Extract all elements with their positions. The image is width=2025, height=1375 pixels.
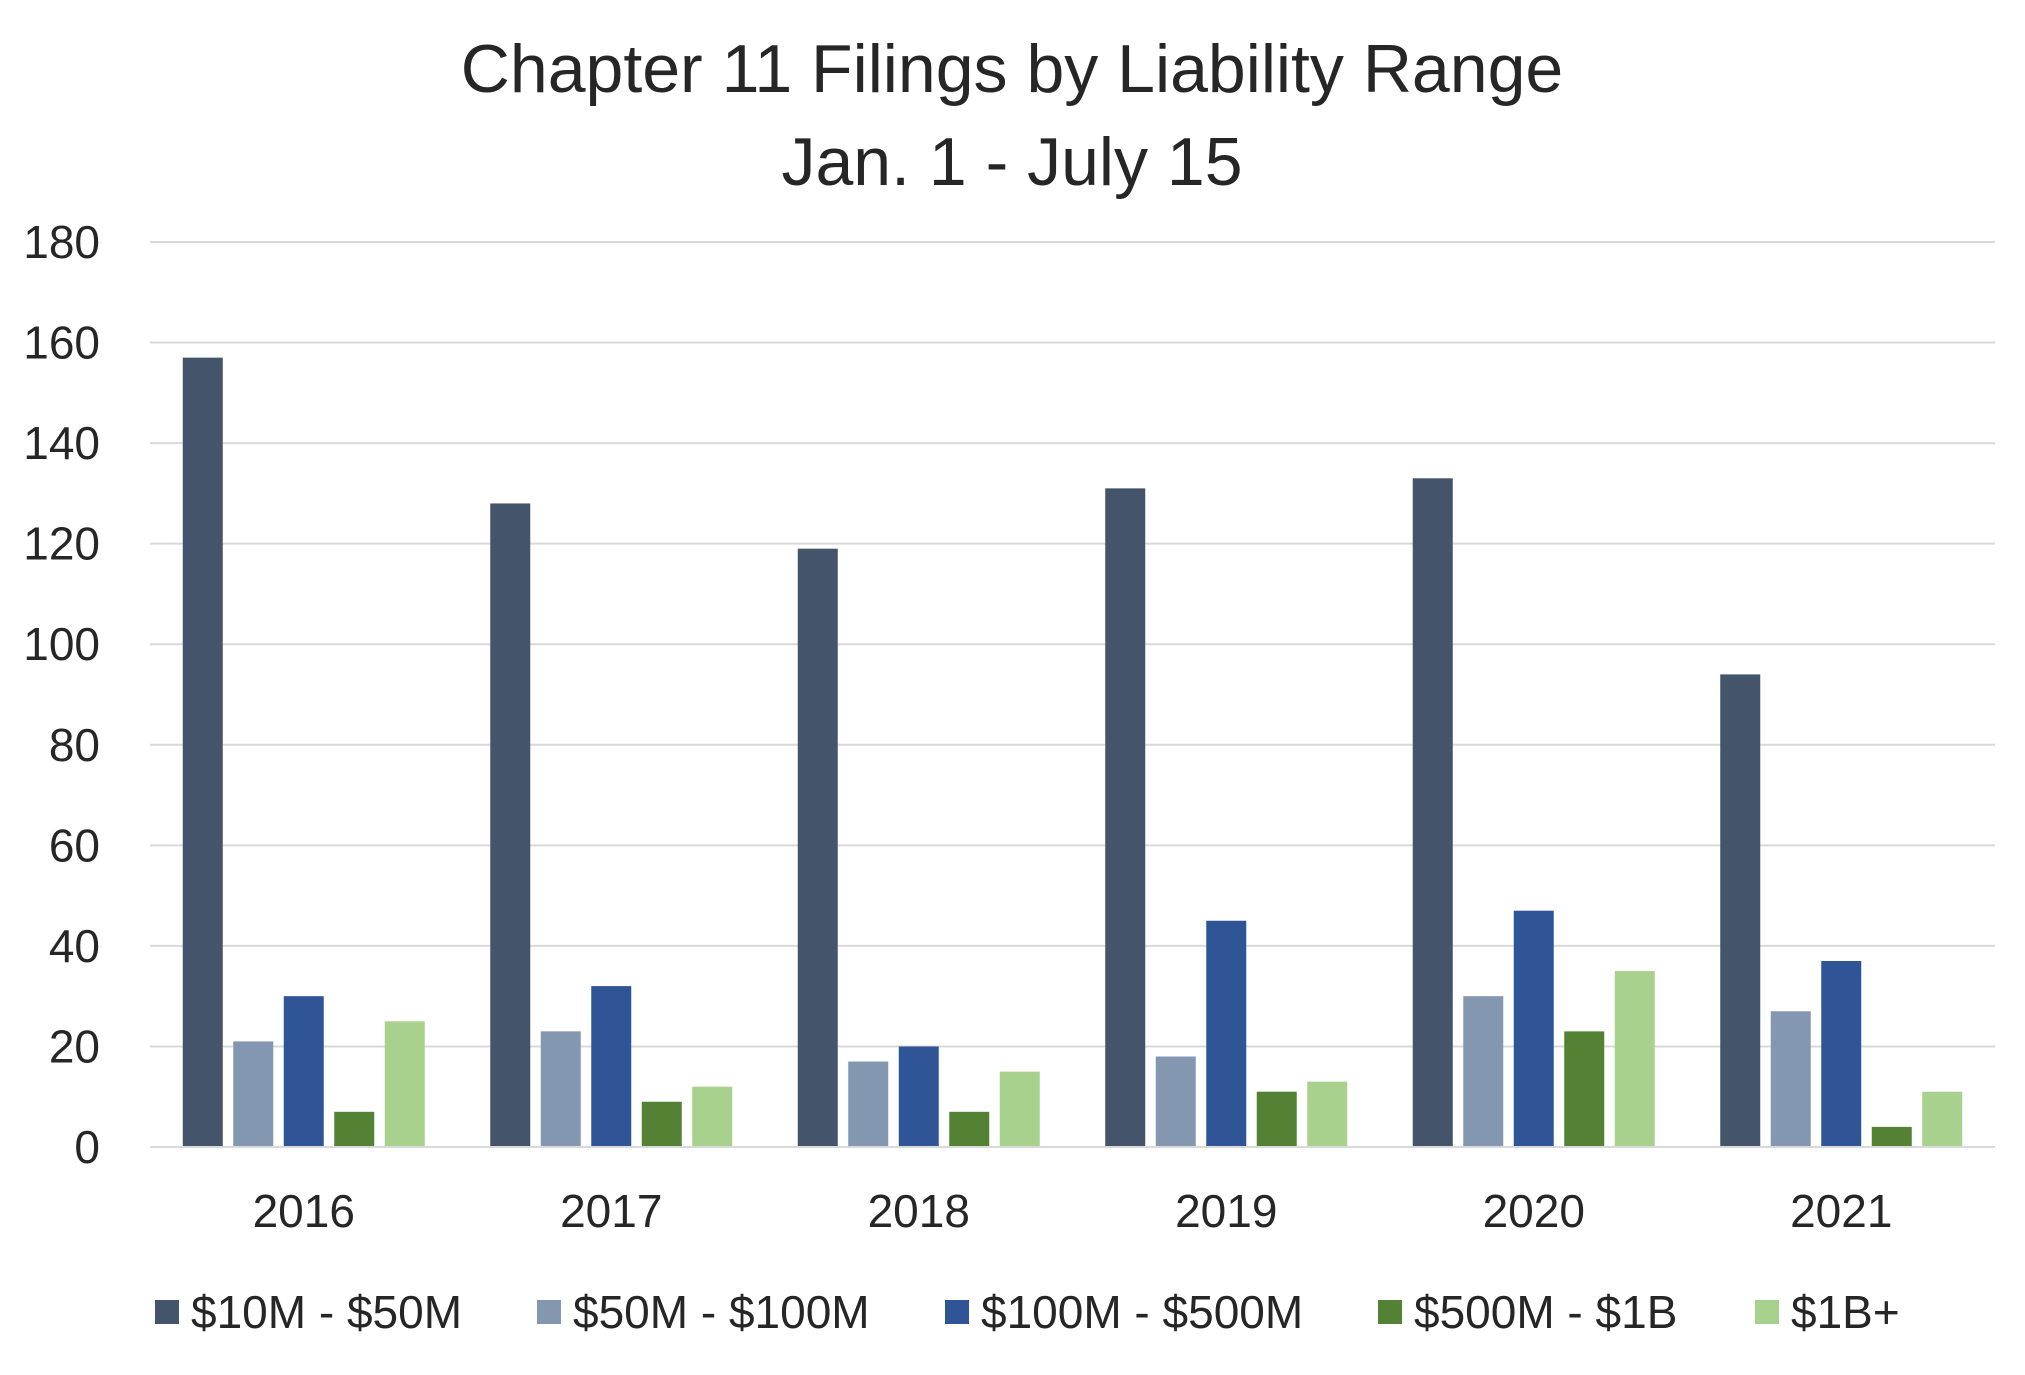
bar-2019-series-5 (1307, 1081, 1348, 1147)
legend-label: $1B+ (1791, 1286, 1900, 1338)
bar-2021-series-4 (1871, 1126, 1912, 1147)
y-tick-label: 160 (23, 317, 100, 369)
bar-2018-series-4 (949, 1111, 990, 1147)
bar-2018-series-1 (797, 548, 838, 1147)
bar-2020-series-4 (1564, 1031, 1605, 1147)
y-axis: 0 20 40 60 80 100 120 140 160 180 (23, 216, 100, 1173)
x-tick-label: 2020 (1483, 1185, 1585, 1237)
y-tick-label: 120 (23, 518, 100, 570)
y-tick-label: 140 (23, 417, 100, 469)
bar-2017-series-3 (591, 986, 632, 1147)
bar-2017-series-1 (490, 503, 531, 1147)
chart-subtitle: Jan. 1 - July 15 (781, 124, 1242, 200)
bar-2018-series-2 (848, 1061, 889, 1147)
bar-2021-series-3 (1821, 960, 1862, 1147)
bar-2020-series-5 (1614, 971, 1655, 1147)
bar-2018-series-5 (999, 1071, 1040, 1147)
bar-2017-series-2 (540, 1031, 581, 1147)
legend-label: $50M - $100M (573, 1286, 870, 1338)
y-tick-label: 0 (74, 1121, 100, 1173)
bar-2021-series-2 (1770, 1011, 1811, 1147)
legend-swatch (155, 1300, 179, 1324)
bars (182, 357, 1963, 1148)
bar-2017-series-4 (641, 1101, 682, 1147)
legend-swatch (945, 1300, 969, 1324)
bar-2016-series-2 (233, 1041, 274, 1147)
bar-2019-series-2 (1155, 1056, 1196, 1147)
bar-2016-series-1 (182, 357, 223, 1147)
bar-2020-series-3 (1513, 910, 1554, 1147)
bar-2021-series-1 (1720, 674, 1761, 1147)
bar-2021-series-5 (1922, 1091, 1963, 1147)
x-tick-label: 2016 (253, 1185, 355, 1237)
gridlines (150, 241, 1995, 1048)
x-tick-label: 2021 (1790, 1185, 1892, 1237)
bar-2016-series-3 (283, 996, 324, 1147)
legend-item: $1B+ (1755, 1286, 1900, 1338)
y-tick-label: 100 (23, 618, 100, 670)
x-tick-label: 2018 (868, 1185, 970, 1237)
bar-2019-series-4 (1256, 1091, 1297, 1147)
y-tick-label: 40 (49, 920, 100, 972)
chart-title: Chapter 11 Filings by Liability Range (461, 31, 1563, 107)
bar-2020-series-2 (1463, 996, 1504, 1147)
legend-label: $500M - $1B (1414, 1286, 1677, 1338)
x-tick-label: 2019 (1175, 1185, 1277, 1237)
legend-label: $10M - $50M (191, 1286, 462, 1338)
legend-swatch (537, 1300, 561, 1324)
bar-2016-series-4 (334, 1111, 375, 1147)
legend-label: $100M - $500M (981, 1286, 1303, 1338)
y-tick-label: 60 (49, 819, 100, 871)
bar-2017-series-5 (692, 1086, 733, 1147)
bar-2016-series-5 (384, 1021, 425, 1147)
legend-swatch (1378, 1300, 1402, 1324)
y-tick-label: 180 (23, 216, 100, 268)
x-axis: 2016 2017 2018 2019 2020 2021 (253, 1185, 1893, 1237)
bar-2018-series-3 (898, 1046, 939, 1147)
legend: $10M - $50M $50M - $100M $100M - $500M $500… (155, 1286, 1900, 1338)
bar-2019-series-1 (1105, 488, 1146, 1148)
y-tick-label: 80 (49, 719, 100, 771)
legend-swatch (1755, 1300, 1779, 1324)
bar-2019-series-3 (1206, 920, 1247, 1147)
legend-item: $500M - $1B (1378, 1286, 1677, 1338)
y-tick-label: 20 (49, 1020, 100, 1072)
legend-item: $50M - $100M (537, 1286, 870, 1338)
x-tick-label: 2017 (560, 1185, 662, 1237)
legend-item: $100M - $500M (945, 1286, 1303, 1338)
bar-2020-series-1 (1412, 478, 1453, 1147)
legend-item: $10M - $50M (155, 1286, 462, 1338)
